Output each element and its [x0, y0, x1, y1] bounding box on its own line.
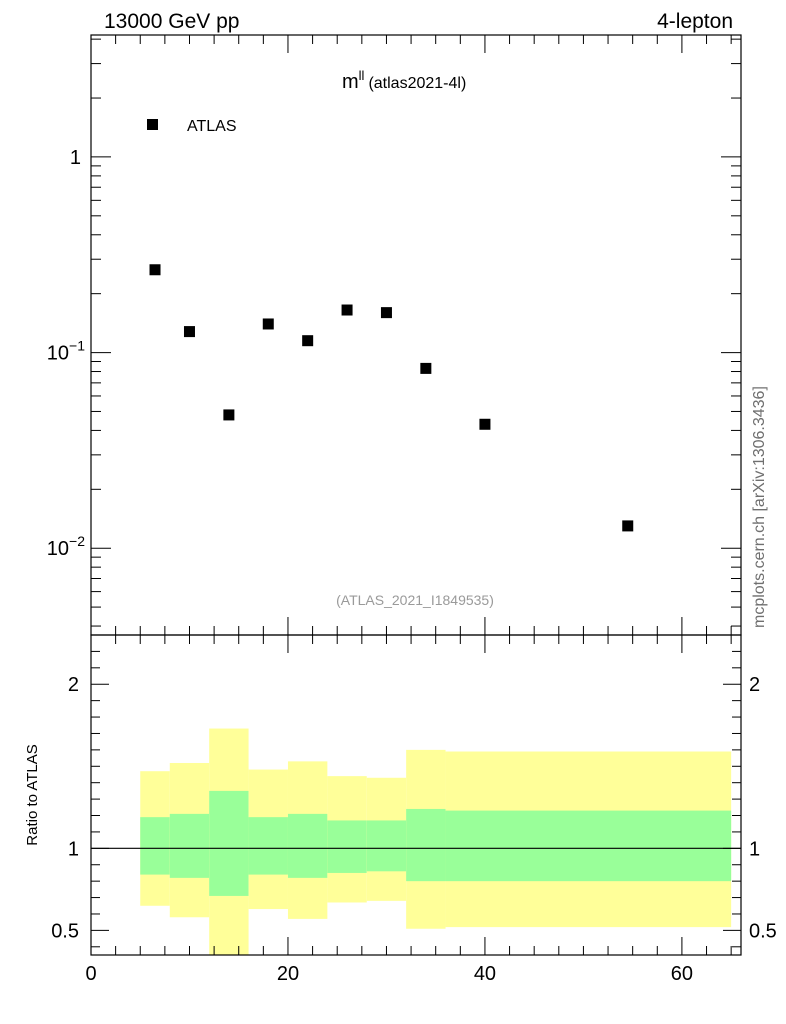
data-point — [183, 326, 195, 338]
inner-band-bin — [169, 813, 210, 878]
data-point — [149, 264, 161, 276]
plot-title-suffix: (atlas2021-4l) — [368, 75, 466, 92]
legend-marker — [147, 119, 158, 130]
x-tick-label: 0 — [85, 963, 96, 985]
inner-band-bin — [327, 820, 367, 873]
main-axis-ticks — [90, 35, 741, 635]
ratio-y-tick-label-left: 1 — [68, 838, 79, 860]
data-point — [479, 418, 491, 430]
inner-band-bin — [287, 813, 328, 878]
ratio-y-axis-label: Ratio to ATLAS — [24, 744, 41, 845]
x-tick-label: 20 — [277, 963, 299, 985]
watermark-text: mcplots.cern.ch [arXiv:1306.3436] — [751, 386, 768, 628]
ratio-frame — [90, 634, 742, 956]
ratio-panel: 0.5 0.51 12 20 20 40 60 Ratio to ATLAS — [24, 634, 777, 985]
main-y-tick-label: 10−2 — [47, 533, 85, 560]
header-process-label: 4-lepton — [657, 10, 733, 33]
analysis-label: (ATLAS_2021_I1849535) — [336, 592, 494, 608]
ratio-y-tick-label-right: 2 — [749, 674, 760, 696]
ratio-y-tick-label-right: 1 — [749, 838, 760, 860]
inner-band-bin — [140, 817, 170, 875]
header-energy-label: 13000 GeV pp — [104, 10, 239, 33]
inner-band-bin — [366, 820, 407, 872]
legend-label: ATLAS — [187, 118, 237, 135]
inner-band-bin — [209, 790, 249, 896]
atlas-data-points — [149, 264, 634, 532]
data-point — [622, 520, 634, 532]
main-panel: 1 10−1 10−2 mll (atlas2021-4l) ATLAS (ATLAS… — [47, 34, 742, 636]
main-y-tick-label: 1 — [70, 147, 81, 169]
ratio-tick-labels: 0.5 0.51 12 20 20 40 60 — [51, 674, 777, 985]
ratio-y-tick-label-left: 0.5 — [51, 920, 79, 942]
data-point — [262, 318, 274, 330]
plot-title-superscript: ll — [359, 68, 365, 83]
ratio-y-tick-label-right: 0.5 — [749, 920, 777, 942]
plot-title-main: m — [342, 71, 359, 93]
data-point — [341, 304, 353, 316]
inner-band-bin — [406, 808, 446, 882]
ratio-y-tick-label-left: 2 — [68, 674, 79, 696]
ratio-bands — [140, 728, 732, 955]
x-tick-label: 60 — [671, 963, 693, 985]
data-point — [223, 409, 235, 421]
inner-band-bin — [445, 810, 732, 882]
main-y-tick-label: 10−1 — [47, 338, 85, 365]
x-tick-label: 40 — [474, 963, 496, 985]
data-point — [420, 362, 432, 374]
main-y-tick-labels: 1 10−1 10−2 — [47, 147, 85, 560]
inner-band-bin — [248, 817, 288, 875]
data-point — [302, 335, 314, 347]
plot-title: mll (atlas2021-4l) — [342, 68, 466, 93]
data-point — [380, 307, 392, 319]
